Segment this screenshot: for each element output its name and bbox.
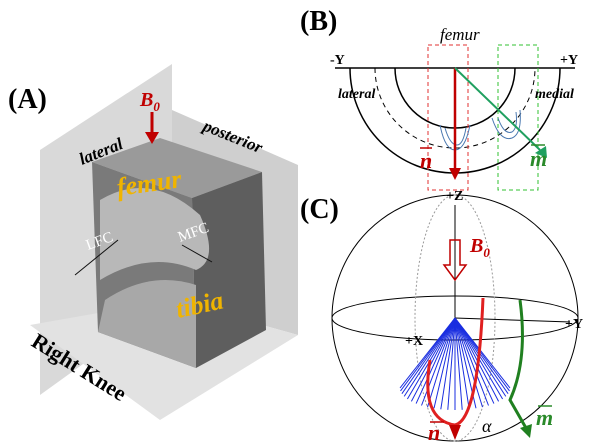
green-curve bbox=[510, 300, 526, 428]
panel-label: (A) bbox=[8, 84, 47, 115]
red-box bbox=[428, 45, 468, 190]
minus-y: -Y bbox=[330, 53, 345, 68]
plus-y: +Y bbox=[560, 53, 578, 68]
m-label: m bbox=[536, 405, 553, 430]
alpha-label: α bbox=[482, 416, 492, 436]
medial-label: medial bbox=[535, 87, 574, 102]
fiber-medial bbox=[492, 110, 520, 139]
panel-a: (A) B0 lateral posterior femur LFC MFC t… bbox=[8, 64, 298, 420]
lateral-label: lateral bbox=[338, 87, 375, 102]
figure: (A) B0 lateral posterior femur LFC MFC t… bbox=[0, 0, 593, 444]
plus-y: +Y bbox=[565, 317, 583, 332]
b0-symbol: B bbox=[469, 235, 483, 257]
panel-label: (C) bbox=[300, 194, 339, 225]
n-arrowhead bbox=[449, 425, 461, 440]
plus-z: +Z bbox=[446, 189, 463, 204]
y-axis bbox=[455, 318, 570, 322]
n-arrowhead bbox=[449, 168, 461, 180]
m-label: m bbox=[530, 146, 547, 171]
m-arrowhead bbox=[520, 424, 532, 438]
b0-subscript: 0 bbox=[153, 99, 160, 114]
b0-symbol: B bbox=[139, 89, 153, 111]
femur-label: femur bbox=[440, 25, 480, 44]
cone-line bbox=[407, 318, 455, 399]
b0-subscript: 0 bbox=[483, 245, 490, 260]
n-label: n bbox=[428, 420, 440, 444]
b0-label: B0 bbox=[469, 235, 490, 260]
panel-label: (B) bbox=[300, 6, 337, 37]
plus-x: +X bbox=[405, 334, 423, 349]
m-arrow bbox=[455, 68, 540, 150]
n-label: n bbox=[420, 148, 432, 173]
panel-b-text: (B) femur -Y +Y lateral medial n m bbox=[300, 6, 578, 173]
